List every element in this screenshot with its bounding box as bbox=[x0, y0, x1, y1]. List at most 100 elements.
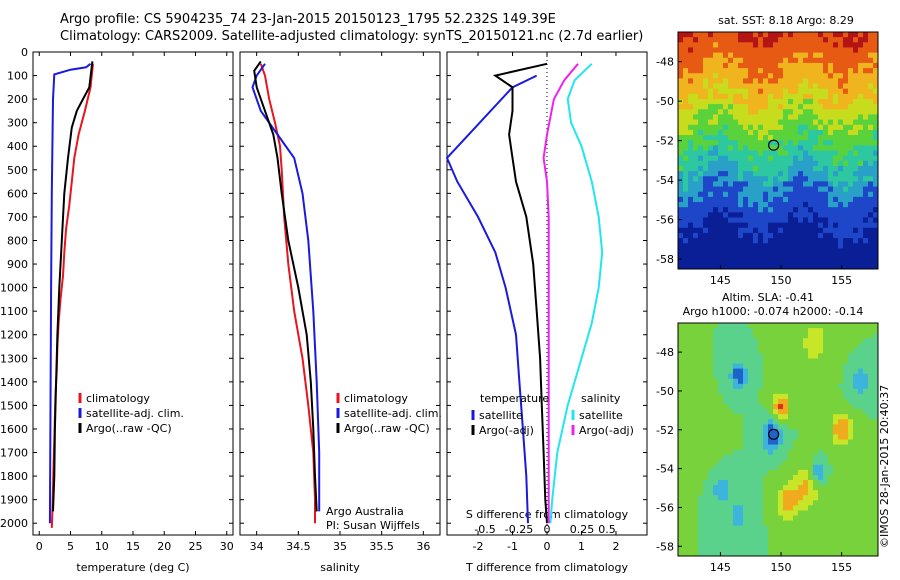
map-cell bbox=[818, 119, 824, 126]
map-cell bbox=[713, 540, 719, 547]
map-cell bbox=[723, 480, 729, 486]
map-cell bbox=[723, 540, 729, 547]
map-cell bbox=[723, 47, 729, 54]
map-cell bbox=[738, 73, 744, 79]
map-cell bbox=[693, 248, 699, 254]
map-cell bbox=[768, 42, 774, 48]
map-cell bbox=[768, 232, 774, 239]
map-cell bbox=[813, 535, 819, 542]
map-cell bbox=[743, 343, 749, 349]
map-cell bbox=[743, 373, 749, 380]
map-cell bbox=[823, 150, 829, 157]
map-cell bbox=[843, 57, 849, 64]
map-cell bbox=[753, 449, 759, 456]
map-cell bbox=[808, 171, 814, 177]
map-cell bbox=[773, 212, 779, 218]
map-cell bbox=[798, 409, 804, 415]
map-cell bbox=[783, 500, 789, 506]
map-cell bbox=[788, 232, 794, 239]
map-cell bbox=[708, 338, 714, 344]
map-cell bbox=[863, 62, 869, 69]
map-cell bbox=[693, 338, 699, 344]
map-cell bbox=[798, 243, 804, 249]
map-cell bbox=[793, 464, 799, 471]
map-cell bbox=[768, 388, 774, 395]
map-cell bbox=[713, 98, 719, 105]
map-cell bbox=[748, 434, 754, 440]
map-cell bbox=[803, 42, 809, 48]
map-cell bbox=[823, 124, 829, 131]
map-cell bbox=[748, 363, 754, 369]
map-cell bbox=[808, 429, 814, 435]
map-cell bbox=[713, 62, 719, 69]
map-cell bbox=[858, 217, 864, 224]
map-cell bbox=[723, 490, 729, 496]
map-cell bbox=[723, 368, 729, 375]
map-cell bbox=[813, 98, 819, 105]
map-cell bbox=[823, 37, 829, 43]
map-cell bbox=[808, 181, 814, 187]
map-cell bbox=[678, 515, 684, 521]
map-cell bbox=[738, 378, 744, 385]
map-cell bbox=[758, 515, 764, 521]
map-cell bbox=[873, 140, 879, 146]
plot-frame bbox=[32, 51, 234, 536]
map-cell bbox=[803, 263, 809, 270]
map-cell bbox=[708, 243, 714, 249]
map-cell bbox=[698, 93, 704, 100]
map-cell bbox=[853, 217, 859, 224]
map-cell bbox=[773, 227, 779, 234]
map-cell bbox=[838, 42, 844, 48]
map-cell bbox=[688, 57, 694, 64]
map-cell bbox=[828, 222, 834, 229]
map-cell bbox=[698, 191, 704, 198]
map-cell bbox=[713, 217, 719, 224]
map-cell bbox=[858, 459, 864, 466]
map-cell bbox=[793, 78, 799, 84]
map-cell bbox=[708, 227, 714, 234]
map-cell bbox=[703, 409, 709, 415]
map-cell bbox=[858, 404, 864, 410]
map-cell bbox=[703, 363, 709, 369]
map-cell bbox=[873, 358, 879, 364]
map-cell bbox=[858, 186, 864, 193]
map-cell bbox=[868, 474, 874, 481]
x-tick-label: 36 bbox=[416, 540, 430, 553]
map-cell bbox=[803, 207, 809, 213]
map-cell bbox=[768, 52, 774, 59]
map-cell bbox=[718, 338, 724, 344]
map-cell bbox=[773, 258, 779, 265]
map-cell bbox=[683, 383, 689, 390]
map-cell bbox=[763, 393, 769, 400]
map-cell bbox=[763, 398, 769, 405]
map-cell bbox=[683, 515, 689, 521]
map-cell bbox=[713, 383, 719, 390]
map-cell bbox=[873, 222, 879, 229]
map-cell bbox=[713, 469, 719, 476]
map-cell bbox=[778, 459, 784, 466]
map-cell bbox=[858, 98, 864, 105]
map-cell bbox=[688, 505, 694, 511]
map-cell bbox=[683, 404, 689, 410]
map-cell bbox=[733, 449, 739, 456]
map-cell bbox=[678, 520, 684, 527]
map-cell bbox=[798, 258, 804, 265]
map-cell bbox=[713, 348, 719, 354]
map-cell bbox=[703, 393, 709, 400]
map-cell bbox=[748, 439, 754, 445]
map-cell bbox=[783, 191, 789, 198]
map-cell bbox=[818, 424, 824, 430]
map-cell bbox=[818, 490, 824, 496]
map-cell bbox=[808, 202, 814, 208]
map-cell bbox=[788, 253, 794, 260]
map-cell bbox=[808, 388, 814, 395]
map-cell bbox=[758, 263, 764, 270]
map-cell bbox=[838, 464, 844, 471]
map-cell bbox=[713, 135, 719, 141]
map-cell bbox=[743, 243, 749, 249]
map-cell bbox=[693, 232, 699, 239]
map-cell bbox=[763, 540, 769, 547]
map-cell bbox=[813, 155, 819, 162]
map-cell bbox=[743, 171, 749, 177]
map-cell bbox=[858, 525, 864, 532]
